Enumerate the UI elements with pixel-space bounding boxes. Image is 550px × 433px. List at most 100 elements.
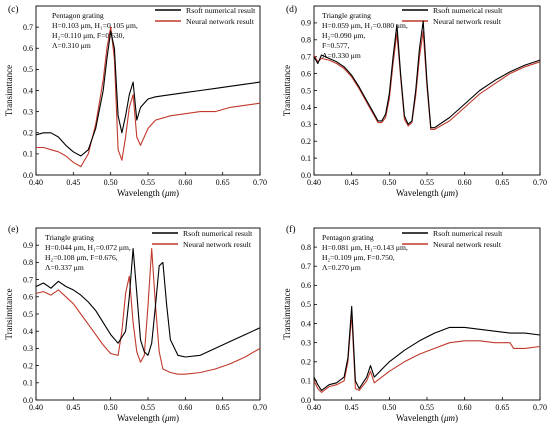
annotation-line: H=0.044 μm, H₁=0.072 μm, xyxy=(45,243,131,252)
x-tick-label: 0.55 xyxy=(141,178,155,187)
annotation-line: Pentagon grating xyxy=(322,233,374,242)
chart-panel-d: 0.40 0.45 0.50 0.55 0.60 0.65 0.70 0.0 0.1 0.2 0.3… xyxy=(282,4,547,198)
x-tick-label: 0.70 xyxy=(533,178,547,187)
y-tick-label: 0.0 xyxy=(301,396,311,405)
y-tick-label: 0.2 xyxy=(23,129,33,138)
y-tick-label: 0.4 xyxy=(23,327,33,336)
panel-label: (d) xyxy=(286,4,297,15)
y-tick-label: 0.6 xyxy=(23,44,33,53)
y-tick-label: 0.2 xyxy=(23,361,33,370)
series-neural-line xyxy=(36,26,261,168)
x-tick-label: 0.65 xyxy=(495,403,509,412)
annotation-line: H=0.059 μm, H₁=0.080 μm, xyxy=(322,21,408,30)
chart-panel-f: 0.40 0.45 0.50 0.55 0.60 0.65 0.70 0.0 0.1 0.2 0.3… xyxy=(282,224,547,423)
y-axis-label: Transimttance xyxy=(282,65,292,116)
series-rsoft-line xyxy=(35,30,261,157)
x-tick-label: 0.60 xyxy=(178,403,192,412)
x-tick-label: 0.50 xyxy=(104,178,118,187)
x-tick-label: 0.45 xyxy=(345,178,359,187)
x-tick-label: 0.40 xyxy=(29,403,43,412)
annotation-line: Λ=0.270 μm xyxy=(322,263,361,272)
annotation-line: H₂=0.110 μm, F=0.630, xyxy=(52,31,124,40)
annotation-line: F=0.577, xyxy=(322,41,350,50)
y-tick-label: 0.1 xyxy=(301,154,311,163)
annotation-line: Λ=0.337 μm xyxy=(45,263,84,272)
x-tick-label: 0.60 xyxy=(178,178,192,187)
x-tick-label: 0.45 xyxy=(66,178,80,187)
y-tick-label: 0.4 xyxy=(23,86,33,95)
annotation-line: H₂=0.090 μm, xyxy=(322,31,365,40)
x-tick-label: 0.45 xyxy=(345,403,359,412)
legend-entry: Neural network result xyxy=(433,17,502,26)
annotation-line: Λ=0.330 μm xyxy=(322,51,361,60)
annotation-line: Triangle grating xyxy=(45,233,94,242)
x-tick-label: 0.60 xyxy=(458,178,472,187)
x-axis-label: Wavelength (μm) xyxy=(117,188,179,198)
y-tick-label: 0.1 xyxy=(301,377,311,386)
annotation-line: H₂=0.108 μm, F=0.676, xyxy=(45,253,118,262)
y-tick-label: 0.7 xyxy=(301,262,311,271)
series-rsoft-line xyxy=(313,20,541,129)
y-axis-label: Transimttance xyxy=(282,288,292,339)
x-axis-label: Wavelength (μm) xyxy=(396,188,458,198)
y-tick-label: 0.4 xyxy=(301,319,311,328)
y-tick-label: 0.0 xyxy=(23,396,33,405)
y-tick-label: 0.7 xyxy=(23,23,33,32)
y-tick-label: 0.8 xyxy=(301,243,311,252)
x-tick-label: 0.40 xyxy=(307,178,321,187)
x-tick-label: 0.65 xyxy=(216,403,230,412)
x-tick-label: 0.50 xyxy=(382,178,396,187)
series-neural-line xyxy=(313,313,541,393)
x-tick-label: 0.70 xyxy=(253,178,267,187)
y-tick-label: 0.3 xyxy=(301,120,311,129)
x-tick-label: 0.40 xyxy=(307,403,321,412)
y-tick-label: 0.6 xyxy=(23,293,33,302)
y-tick-label: 0.2 xyxy=(301,358,311,367)
legend-entry: Rsoft numerical result xyxy=(433,6,503,15)
y-tick-label: 0.3 xyxy=(301,338,311,347)
x-tick-label: 0.70 xyxy=(253,403,267,412)
legend-entry: Rsoft numerical result xyxy=(433,229,503,238)
y-tick-label: 0.3 xyxy=(23,344,33,353)
y-axis-label: Transimttance xyxy=(4,288,14,339)
x-tick-label: 0.65 xyxy=(495,178,509,187)
x-tick-label: 0.50 xyxy=(382,403,396,412)
x-axis-label: Wavelength (μm) xyxy=(117,413,179,423)
y-tick-label: 0.5 xyxy=(23,65,33,74)
x-tick-label: 0.40 xyxy=(29,178,43,187)
y-tick-label: 0.2 xyxy=(301,137,311,146)
panel-label: (c) xyxy=(8,4,19,15)
y-tick-label: 0.6 xyxy=(301,69,311,78)
y-tick-label: 0.9 xyxy=(301,19,311,28)
x-tick-label: 0.55 xyxy=(420,403,434,412)
y-tick-label: 0.6 xyxy=(301,281,311,290)
annotation-line: Pentagon grating xyxy=(52,11,104,20)
y-tick-label: 0.5 xyxy=(301,86,311,95)
y-tick-label: 0.0 xyxy=(23,171,33,180)
y-tick-label: 0.7 xyxy=(23,275,33,284)
x-tick-label: 0.65 xyxy=(216,178,230,187)
y-tick-label: 0.4 xyxy=(301,103,311,112)
y-tick-label: 0.8 xyxy=(23,258,33,267)
legend-entry: Rsoft numerical result xyxy=(186,6,256,15)
legend-entry: Rsoft numerical result xyxy=(183,229,253,238)
y-tick-label: 0.8 xyxy=(301,36,311,45)
x-tick-label: 0.60 xyxy=(458,403,472,412)
annotation-line: H=0.103 μm, H₁=0.105 μm, xyxy=(52,21,138,30)
panel-label: (f) xyxy=(286,224,296,235)
y-tick-label: 0.3 xyxy=(23,107,33,116)
legend-entry: Neural network result xyxy=(186,17,255,26)
series-rsoft-line xyxy=(313,305,541,391)
legend-entry: Neural network result xyxy=(433,240,502,249)
y-tick-label: 0.1 xyxy=(23,150,33,159)
y-tick-label: 0.9 xyxy=(23,241,33,250)
y-tick-label: 0.1 xyxy=(23,379,33,388)
chart-panel-c: 0.40 0.45 0.50 0.55 0.60 0.65 0.70 0.0 0.1 0.2 0.3… xyxy=(4,4,267,198)
legend-entry: Neural network result xyxy=(183,240,252,249)
x-tick-label: 0.55 xyxy=(141,403,155,412)
series-neural-line xyxy=(35,248,261,375)
annotation-line: Triangle grating xyxy=(322,11,371,20)
y-tick-label: 0.5 xyxy=(301,300,311,309)
annotation-line: H₂=0.109 μm, F=0.750, xyxy=(322,253,395,262)
